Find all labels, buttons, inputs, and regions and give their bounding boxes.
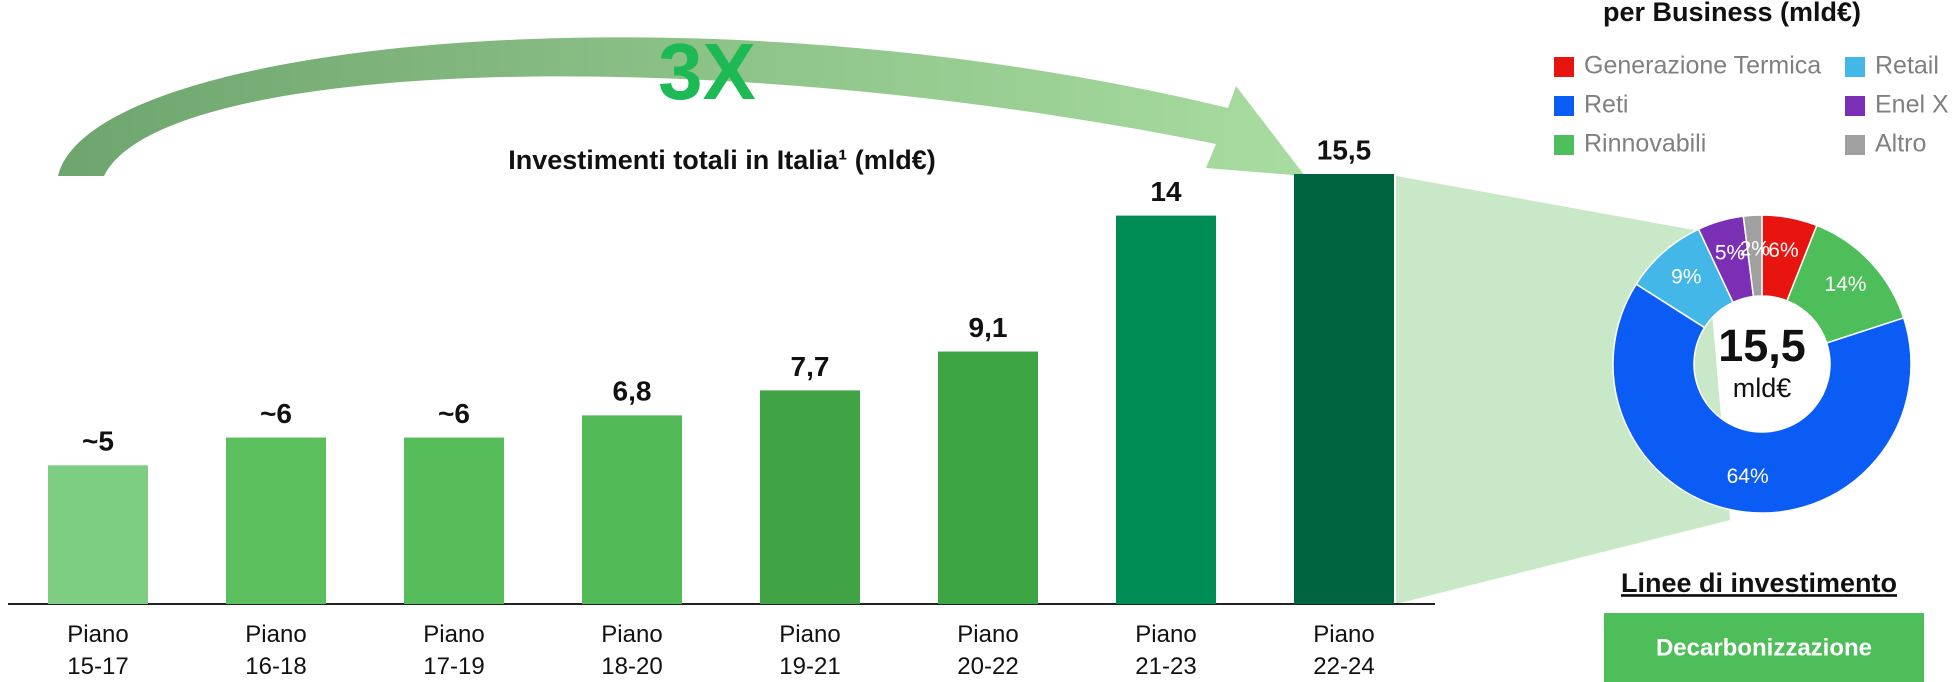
x-tick-label: Piano 22-24: [1313, 621, 1374, 680]
x-tick-label: Piano 16-18: [245, 621, 306, 680]
x-tick-label: Piano 21-23: [1135, 621, 1196, 680]
slice-label: 2%: [1740, 237, 1770, 260]
slice-label: 5%: [1715, 242, 1745, 265]
x-tick-label: Piano 18-20: [601, 621, 662, 680]
legend-label: Reti: [1584, 91, 1628, 119]
bar: [404, 437, 504, 604]
legend-swatch: [1554, 57, 1574, 77]
legend-swatch: [1554, 96, 1574, 116]
sidebar-heading: Linee di investimento: [1621, 568, 1897, 598]
pie-title: per Business (mld€): [1603, 0, 1861, 27]
center-unit: mld€: [1733, 373, 1792, 403]
value-label: 7,7: [791, 351, 830, 382]
bar: [1116, 215, 1216, 604]
growth-arrow: [58, 37, 1305, 176]
legend-label: Altro: [1875, 130, 1926, 158]
value-label: ~6: [438, 398, 470, 429]
bar: [226, 437, 326, 604]
chart-title: Investimenti totali in Italia¹ (mld€): [508, 145, 936, 175]
legend-swatch: [1845, 135, 1865, 155]
value-label: ~6: [260, 398, 292, 429]
slice-label: 9%: [1671, 266, 1701, 289]
legend-swatch: [1845, 96, 1865, 116]
button[interactable]: Decarbonizzazione: [1604, 613, 1924, 682]
annotation: 3X: [658, 27, 756, 116]
slice-label: 64%: [1727, 465, 1769, 488]
value-label: 15,5: [1317, 134, 1372, 165]
value-label: 14: [1150, 176, 1182, 207]
legend-label: Enel X: [1875, 91, 1949, 119]
bar: [760, 390, 860, 604]
bar: [48, 465, 148, 604]
bar: [582, 415, 682, 604]
legend-swatch: [1845, 57, 1865, 77]
x-tick-label: Piano 20-22: [957, 621, 1018, 680]
pie-slice: [1612, 283, 1912, 514]
value-label: 6,8: [613, 376, 652, 407]
x-tick-label: Piano 15-17: [67, 621, 128, 680]
legend-label: Generazione Termica: [1584, 52, 1821, 80]
legend-swatch: [1554, 135, 1574, 155]
pie-slice: [1742, 214, 1763, 298]
button-bg[interactable]: [1604, 613, 1924, 682]
value-label: 9,1: [969, 312, 1008, 343]
value-label: ~5: [82, 426, 114, 457]
button-label[interactable]: Decarbonizzazione: [1656, 634, 1872, 661]
slice-label: 6%: [1768, 239, 1798, 262]
x-tick-label: Piano 17-19: [423, 621, 484, 680]
bar: [938, 351, 1038, 604]
center-label: 15,5: [1718, 320, 1806, 371]
x-tick-label: Piano 19-21: [779, 621, 840, 680]
bar: [1294, 174, 1394, 604]
legend-label: Retail: [1875, 52, 1939, 80]
slice-label: 14%: [1824, 273, 1866, 296]
legend-label: Rinnovabili: [1584, 130, 1706, 158]
